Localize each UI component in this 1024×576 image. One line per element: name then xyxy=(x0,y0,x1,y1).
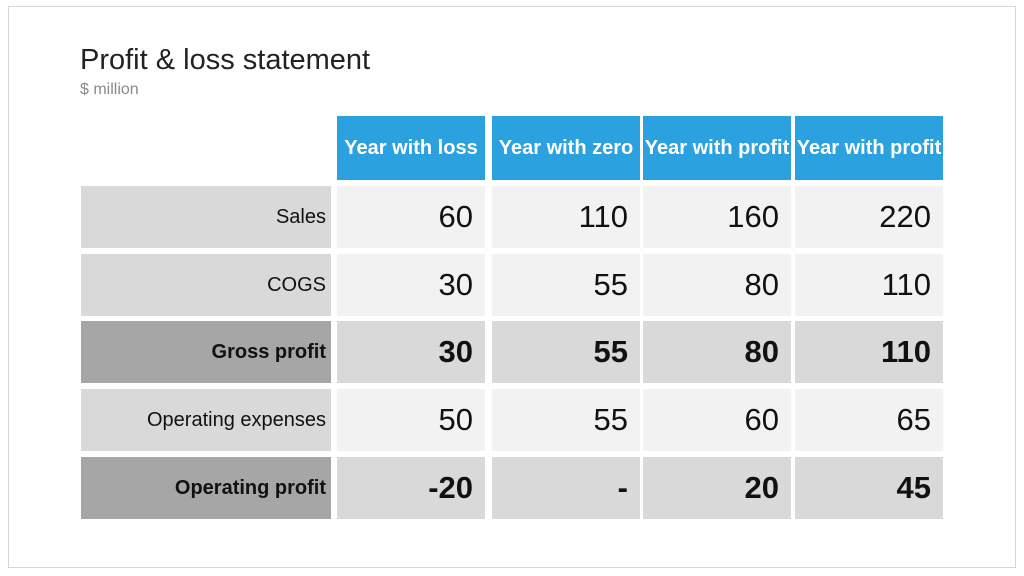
column-header: Year with profit xyxy=(643,116,791,180)
table-cell-value: 45 xyxy=(795,457,943,519)
table-cell-value: 80 xyxy=(643,254,791,316)
table-cell-value: 60 xyxy=(337,186,485,248)
table-cell-value: -20 xyxy=(337,457,485,519)
table-cell-value: - xyxy=(492,457,640,519)
column-header: Year with zero xyxy=(492,116,640,180)
table-cell-value: 50 xyxy=(337,389,485,451)
slide-subtitle: $ million xyxy=(80,81,139,98)
column-header: Year with loss xyxy=(337,116,485,180)
table-cell-value: 65 xyxy=(795,389,943,451)
table-cell-value: 110 xyxy=(795,254,943,316)
row-label: Operating profit xyxy=(81,457,331,519)
table-cell-value: 220 xyxy=(795,186,943,248)
table-cell-value: 30 xyxy=(337,321,485,383)
table-cell-value: 110 xyxy=(492,186,640,248)
row-label: Gross profit xyxy=(81,321,331,383)
row-label: Operating expenses xyxy=(81,389,331,451)
row-label: Sales xyxy=(81,186,331,248)
table-cell-value: 60 xyxy=(643,389,791,451)
table-cell-value: 160 xyxy=(643,186,791,248)
table-cell-value: 80 xyxy=(643,321,791,383)
slide-title: Profit & loss statement xyxy=(80,44,371,76)
table-cell-value: 55 xyxy=(492,321,640,383)
row-label: COGS xyxy=(81,254,331,316)
column-header: Year with profit xyxy=(795,116,943,180)
table-cell-value: 110 xyxy=(795,321,943,383)
table-cell-value: 55 xyxy=(492,254,640,316)
table-cell-value: 55 xyxy=(492,389,640,451)
table-cell-value: 20 xyxy=(643,457,791,519)
table-cell-value: 30 xyxy=(337,254,485,316)
